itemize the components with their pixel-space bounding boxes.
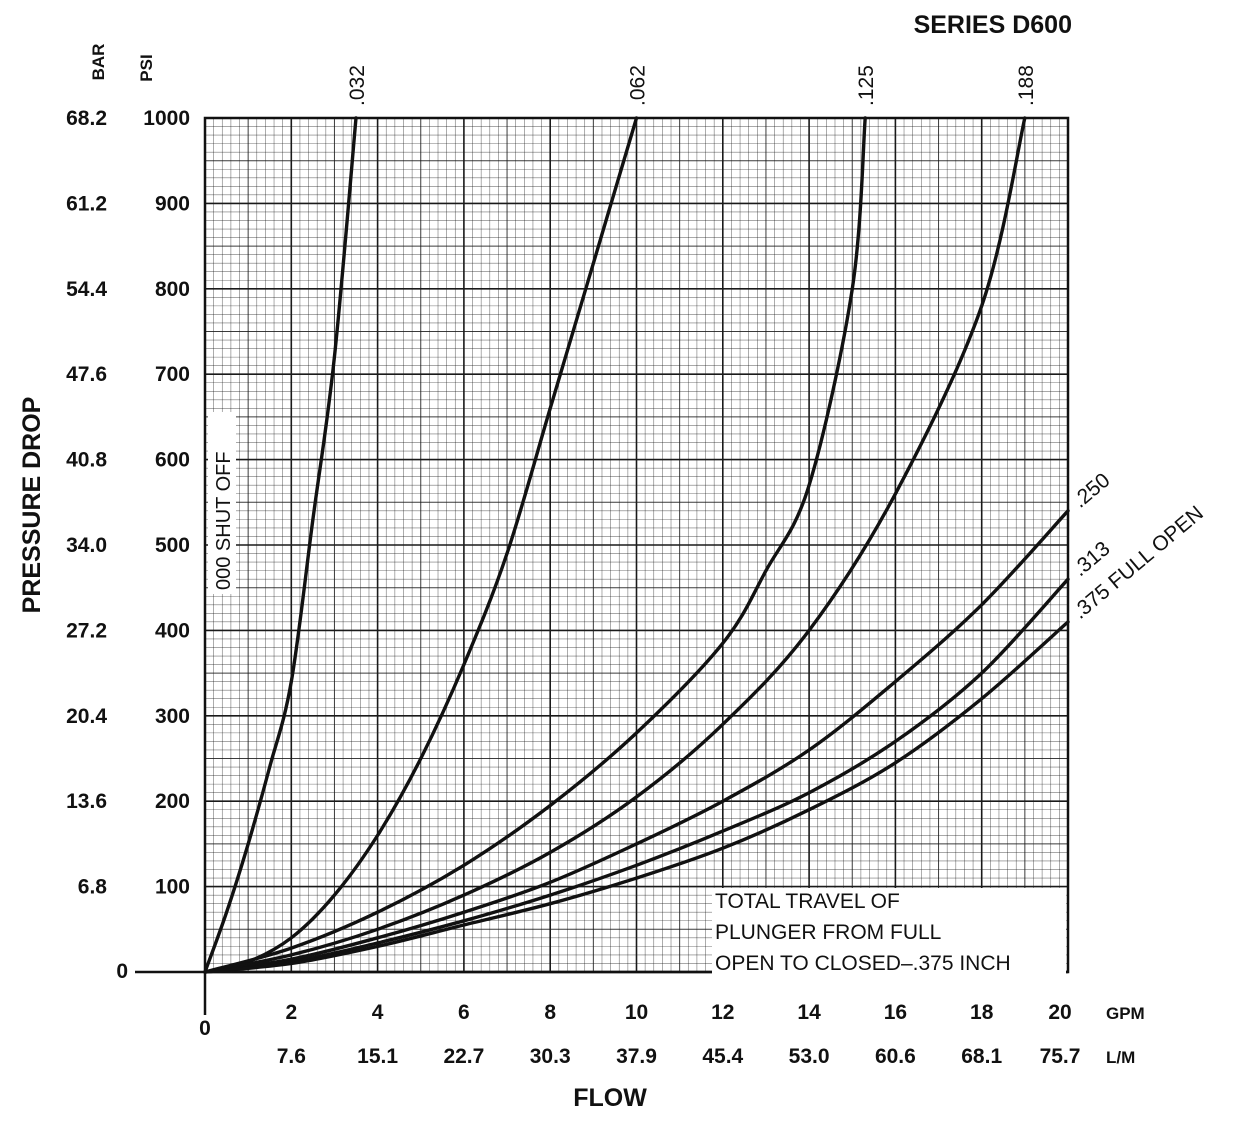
y-tick-label-bar: 68.2 <box>66 107 107 130</box>
x-unit-gpm: GPM <box>1106 1004 1145 1023</box>
y-tick-label-psi: 500 <box>155 534 190 557</box>
series-label-4: .188 <box>1015 65 1038 106</box>
note-line-1: TOTAL TRAVEL OF <box>715 890 900 913</box>
plunger-travel-note: TOTAL TRAVEL OF PLUNGER FROM FULL OPEN T… <box>712 888 1066 975</box>
x-tick-label-lm: 30.3 <box>530 1045 571 1068</box>
y-unit-psi: PSI <box>137 54 156 81</box>
y-tick-label-bar: 6.8 <box>78 876 108 899</box>
x-tick-label-gpm: 14 <box>797 1001 821 1024</box>
x-tick-label-lm: 7.6 <box>277 1045 306 1068</box>
series-line-7 <box>203 620 1070 974</box>
series-line-6 <box>203 577 1070 974</box>
y-tick-label-psi: 1000 <box>143 107 190 130</box>
x-tick-label-lm: 22.7 <box>443 1045 484 1068</box>
axes <box>135 970 1068 1015</box>
y-tick-label-bar: 40.8 <box>66 449 107 472</box>
x-tick-label-gpm: 12 <box>711 1001 734 1024</box>
y-tick-label-bar: 13.6 <box>66 790 107 813</box>
note-line-3: OPEN TO CLOSED–.375 INCH <box>715 952 1011 975</box>
series-line-3 <box>203 116 867 974</box>
series-line-4 <box>203 116 1027 974</box>
x-tick-label-gpm: 18 <box>970 1001 994 1024</box>
shutoff-label: 000 SHUT OFF <box>213 451 235 590</box>
series-label-3: .125 <box>855 65 878 106</box>
x-unit-lm: L/M <box>1106 1048 1135 1067</box>
x-tick-label-lm: 37.9 <box>616 1045 657 1068</box>
x-tick-label-gpm: 4 <box>372 1001 384 1024</box>
x-origin-label: 0 <box>199 1017 211 1040</box>
x-tick-label-gpm: 6 <box>458 1001 470 1024</box>
x-tick-label-gpm: 8 <box>544 1001 556 1024</box>
x-tick-label-lm: 68.1 <box>961 1045 1002 1068</box>
series-line-5 <box>203 509 1070 974</box>
x-tick-label-gpm: 10 <box>625 1001 648 1024</box>
series-label-5: .250 <box>1068 469 1114 513</box>
y-tick-label-psi: 700 <box>155 363 190 386</box>
x-axis-title: FLOW <box>573 1084 647 1112</box>
series-line-1 <box>203 116 358 974</box>
y-tick-label-psi: 100 <box>155 876 190 899</box>
x-tick-label-gpm: 2 <box>285 1001 297 1024</box>
y-tick-label-bar: 34.0 <box>66 534 107 557</box>
x-tick-label-lm: 60.6 <box>875 1045 916 1068</box>
x-tick-label-gpm: 20 <box>1048 1001 1071 1024</box>
series-line-2 <box>203 116 639 974</box>
y-tick-label-bar: 47.6 <box>66 363 107 386</box>
y-tick-label-bar: 27.2 <box>66 619 107 642</box>
chart-title: SERIES D600 <box>914 11 1072 39</box>
y-tick-label-psi: 600 <box>155 449 190 472</box>
series-lines <box>203 116 1070 974</box>
series-label-1: .032 <box>346 65 369 106</box>
y-tick-label-psi: 800 <box>155 278 190 301</box>
y-tick-label-psi: 200 <box>155 790 190 813</box>
y-tick-label-psi: 400 <box>155 619 190 642</box>
x-tick-label-lm: 45.4 <box>702 1045 743 1068</box>
y-unit-bar: BAR <box>89 44 108 81</box>
x-tick-label-lm: 15.1 <box>357 1045 398 1068</box>
x-tick-label-lm: 75.7 <box>1040 1045 1081 1068</box>
shutoff-annotation: 000 SHUT OFF <box>208 412 236 594</box>
y-axis-title: PRESSURE DROP <box>18 397 46 614</box>
y-tick-label-psi: 300 <box>155 705 190 728</box>
y-tick-label-bar: 54.4 <box>66 278 107 301</box>
note-line-2: PLUNGER FROM FULL <box>715 921 941 944</box>
y-tick-label-bar: 20.4 <box>66 705 107 728</box>
x-tick-label-gpm: 16 <box>884 1001 907 1024</box>
y-tick-label-bar: 61.2 <box>66 192 107 215</box>
y-tick-label-psi: 900 <box>155 192 190 215</box>
x-tick-label-lm: 53.0 <box>789 1045 830 1068</box>
series-label-2: .062 <box>627 65 650 106</box>
y-origin-label: 0 <box>116 960 128 983</box>
